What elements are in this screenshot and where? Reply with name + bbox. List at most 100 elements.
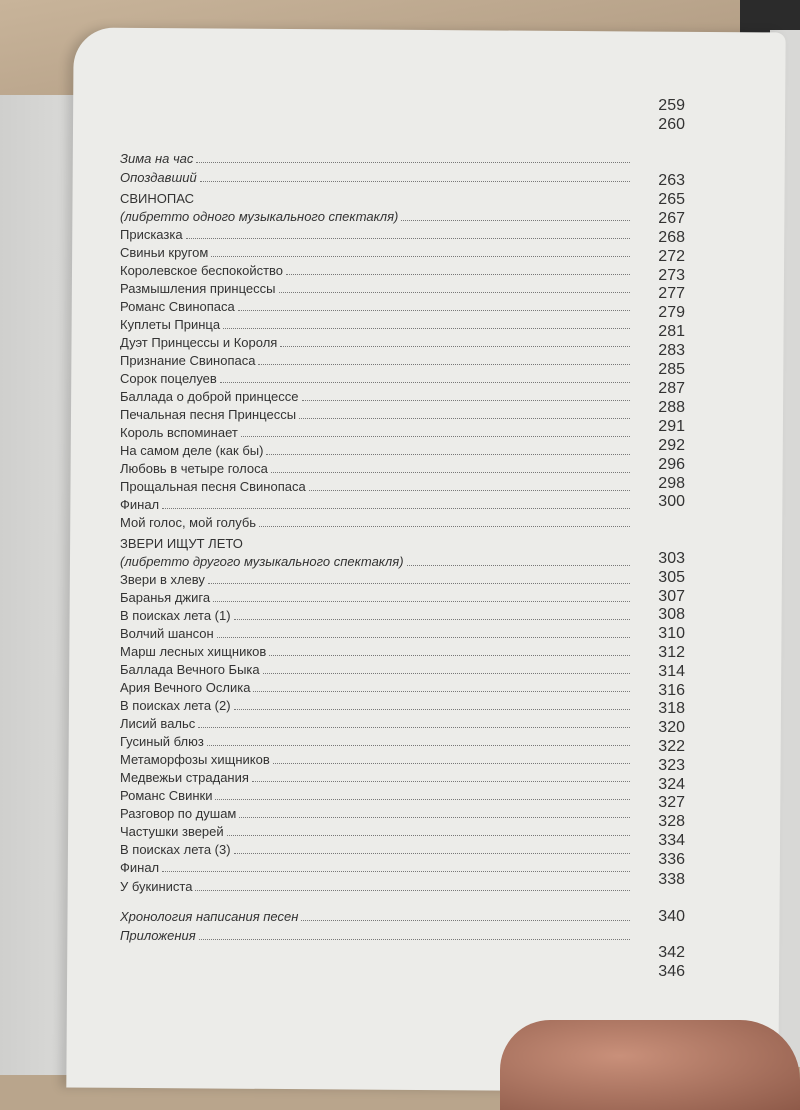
toc-entry-label: Дуэт Принцессы и Короля — [120, 335, 278, 350]
toc-entry: Разговор по душам — [120, 805, 630, 823]
toc-entry-label: Куплеты Принца — [120, 317, 221, 332]
dot-leader — [280, 336, 630, 347]
toc-entry-label: Баранья джига — [120, 590, 211, 605]
page-numbers-appendix: 342 346 — [640, 943, 685, 981]
dot-leader — [270, 462, 630, 473]
dot-leader — [237, 300, 630, 311]
page-number: 291 — [658, 417, 685, 435]
page-numbers-a: 259 260 — [640, 96, 685, 134]
dot-leader — [162, 498, 630, 509]
toc-entry: Свиньи кругом — [120, 244, 630, 262]
toc-entry-label: Зима на час — [120, 151, 194, 166]
dot-leader — [308, 480, 630, 491]
toc-entry-label: Лисий вальс — [120, 716, 196, 731]
dot-leader — [223, 318, 630, 329]
toc-entry-label: Размышления принцессы — [120, 281, 276, 296]
toc-entry-label: Волчий шансон — [120, 626, 214, 641]
dot-leader — [233, 843, 630, 854]
toc-entry-label: Романс Свинопаса — [120, 299, 235, 314]
page-number: 277 — [658, 285, 685, 303]
toc-entry-label: Частушки зверей — [120, 824, 224, 839]
toc-entry: На самом деле (как бы) — [120, 442, 630, 460]
toc-entry-label: (либретто одного музыкального спектакля) — [120, 209, 399, 224]
page-number: 263 — [658, 172, 685, 189]
toc-entry-label: Метаморфозы хищников — [120, 752, 270, 767]
toc-entry: Король вспоминает — [120, 424, 630, 442]
page-number: 327 — [658, 794, 685, 812]
dot-leader — [246, 538, 630, 548]
page-number: 323 — [658, 756, 685, 774]
dot-leader — [301, 910, 630, 921]
dot-leader — [215, 789, 630, 800]
dot-leader — [198, 717, 630, 728]
toc-entry: Звери в хлеву — [120, 571, 630, 589]
page-number: 328 — [658, 813, 685, 831]
dot-leader — [198, 929, 630, 940]
toc-entry: Частушки зверей — [120, 823, 630, 841]
toc-entry: Лисий вальс — [120, 715, 630, 733]
dot-leader — [240, 426, 630, 437]
dot-leader — [258, 354, 630, 365]
dot-leader — [196, 152, 630, 163]
page-numbers-chronology: 340 — [640, 907, 685, 926]
page-number: 340 — [658, 908, 685, 925]
toc-entry: Королевское беспокойство — [120, 262, 630, 280]
toc-entry: Признание Свинопаса — [120, 352, 630, 370]
page-number: 273 — [658, 266, 685, 284]
toc-entry-label: Признание Свинопаса — [120, 353, 256, 368]
toc-entry-label: Ария Вечного Ослика — [120, 680, 251, 695]
dot-leader — [197, 193, 630, 203]
toc-entry: В поисках лета (2) — [120, 697, 630, 715]
toc-entry-label: Сорок поцелуев — [120, 371, 217, 386]
page-number: 314 — [658, 662, 685, 680]
page-number: 310 — [658, 625, 685, 643]
toc-entry-label: Звери в хлеву — [120, 572, 205, 587]
toc-entry: Печальная песня Принцессы — [120, 406, 630, 424]
toc-entry: Медвежьи страдания — [120, 769, 630, 787]
toc-entry-label: ЗВЕРИ ИЩУТ ЛЕТО — [120, 536, 243, 551]
page-number: 316 — [658, 681, 685, 699]
dot-leader — [162, 861, 630, 872]
toc-entry: В поисках лета (3) — [120, 841, 630, 859]
dot-leader — [216, 627, 630, 638]
page-number: 279 — [658, 304, 685, 322]
page-number: 260 — [658, 116, 685, 133]
dot-leader — [286, 264, 630, 275]
page-number: 308 — [658, 606, 685, 624]
toc-entry-label: Марш лесных хищников — [120, 644, 267, 659]
toc-entry-label: Финал — [120, 860, 160, 875]
dot-leader — [401, 210, 630, 221]
toc-group-bukinist: У букиниста — [120, 878, 630, 897]
toc-group-svinopas: СВИНОПАС (либретто одного музыкального сп… — [120, 190, 630, 532]
dot-leader — [299, 408, 630, 419]
toc-entry-label: Королевское беспокойство — [120, 263, 284, 278]
toc-entry-label: У букиниста — [120, 879, 193, 894]
toc-entry: Прощальная песня Свинопаса — [120, 478, 630, 496]
page-number: 334 — [658, 831, 685, 849]
page-number: 342 — [658, 944, 685, 961]
dot-leader — [278, 282, 630, 293]
dot-leader — [269, 645, 630, 656]
dot-leader — [206, 735, 630, 746]
toc-entry: Волчий шансон — [120, 625, 630, 643]
toc-entry-label: Присказка — [120, 227, 183, 242]
dot-leader — [262, 663, 630, 674]
toc-entry-label: Мой голос, мой голубь — [120, 515, 257, 530]
toc-entry-label: Опоздавший — [120, 169, 197, 185]
toc-entry-label: Печальная песня Принцессы — [120, 407, 297, 422]
toc-entry-label: В поисках лета (1) — [120, 608, 231, 623]
toc-entry-label: Прощальная песня Свинопаса — [120, 479, 306, 494]
finger — [500, 1020, 800, 1110]
toc-entry: У букиниста — [120, 878, 630, 897]
toc-entry: Метаморфозы хищников — [120, 751, 630, 769]
toc-entry: Баранья джига — [120, 589, 630, 607]
page-number: 265 — [658, 190, 685, 208]
toc-entry-label: Хронология написания песен — [120, 909, 299, 924]
dot-leader — [259, 516, 630, 527]
page-number: 312 — [658, 643, 685, 661]
toc-entry: Сорок поцелуев — [120, 370, 630, 388]
toc-group-appendix: Хронология написания песен Приложения — [120, 908, 630, 945]
toc-entry: Марш лесных хищников — [120, 643, 630, 661]
toc-entry: Баллада о доброй принцессе — [120, 388, 630, 406]
toc-entry: Опоздавший — [120, 169, 630, 188]
